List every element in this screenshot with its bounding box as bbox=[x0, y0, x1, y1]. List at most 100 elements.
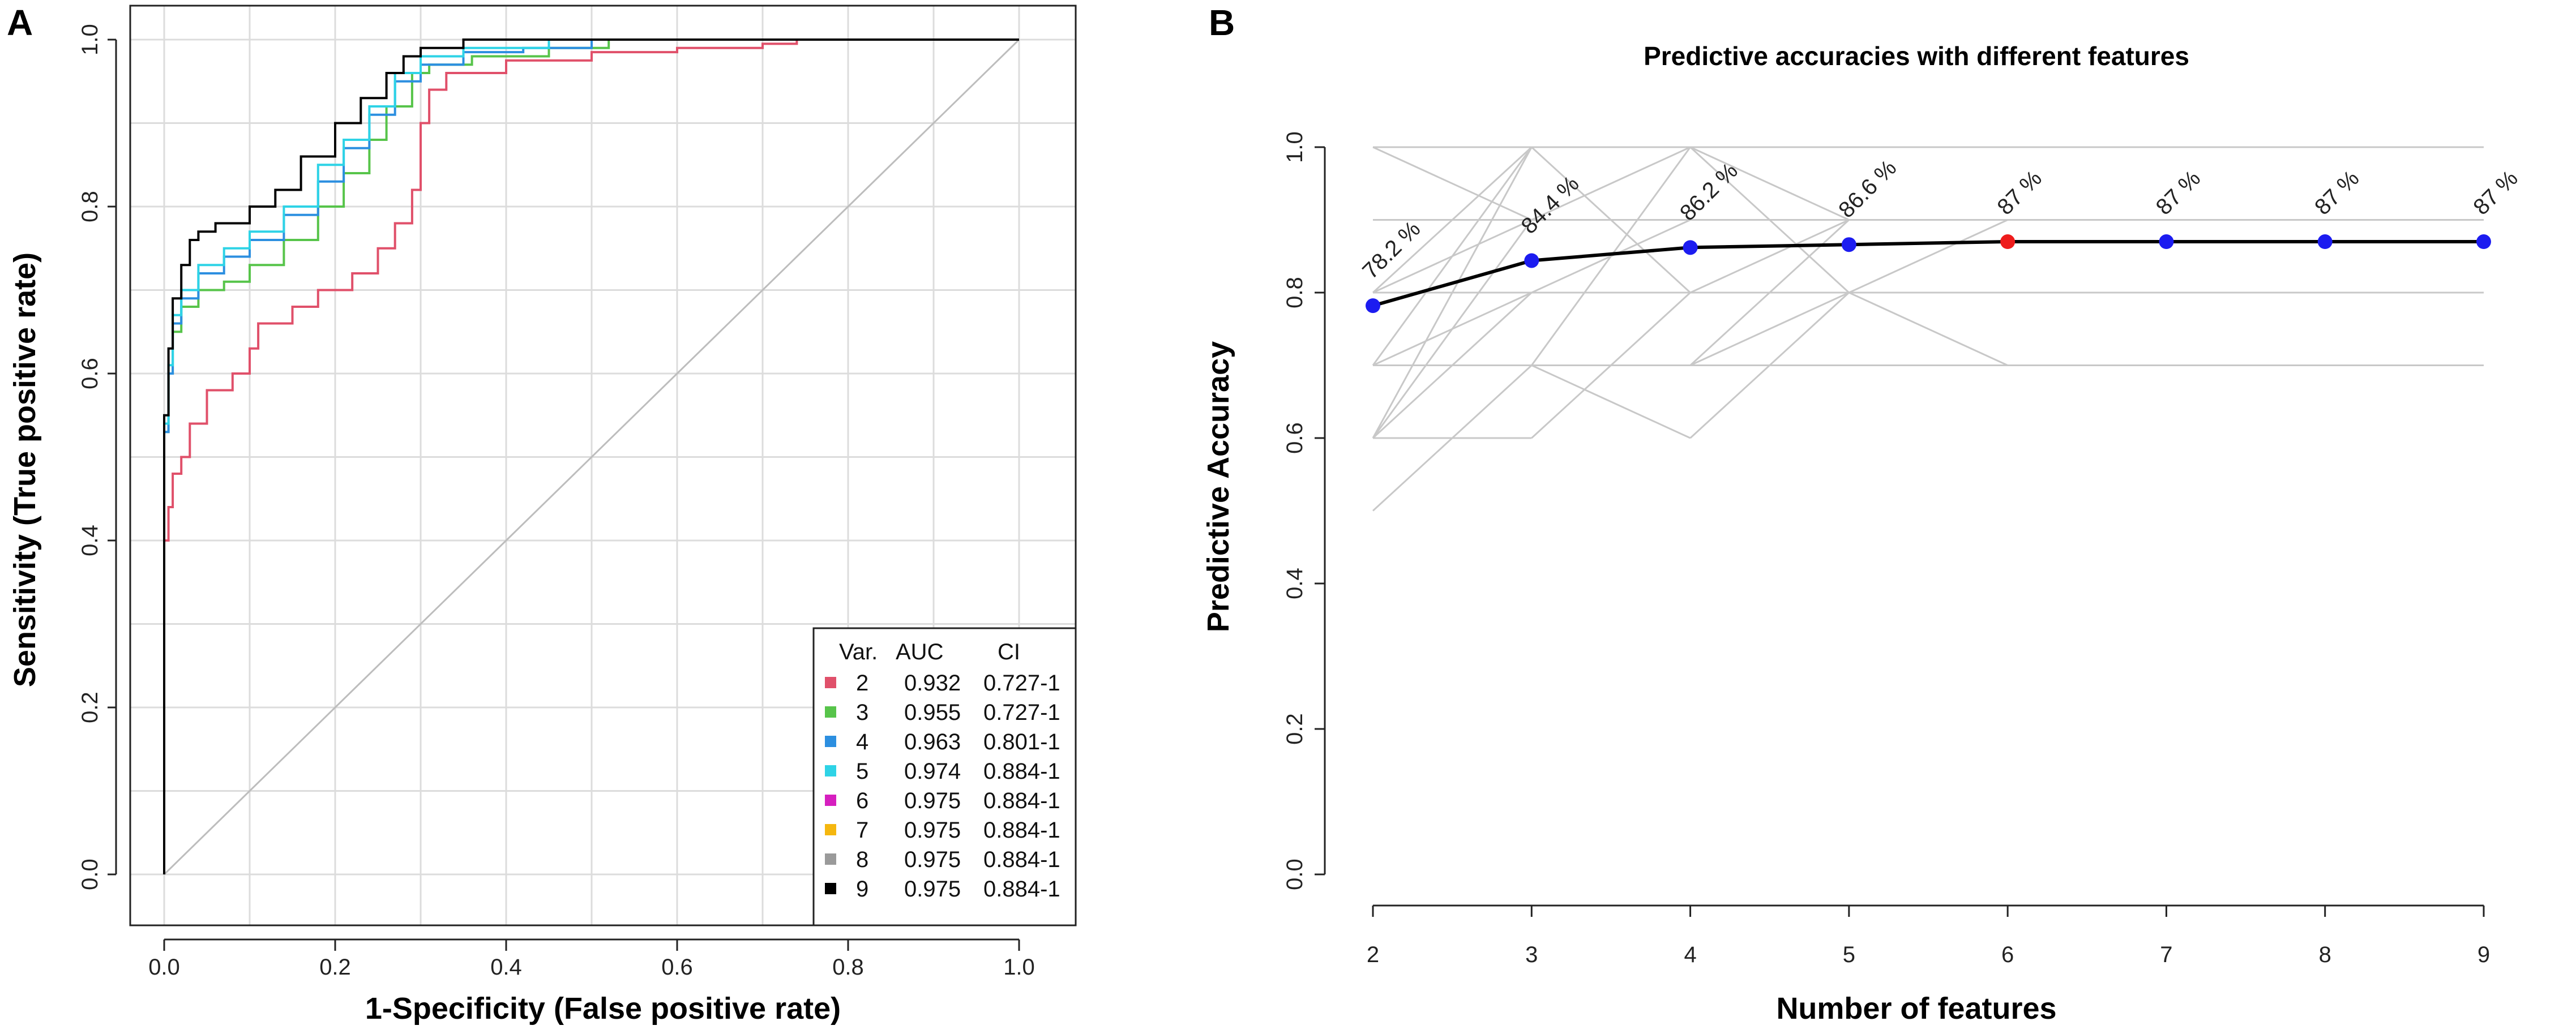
legend-ci: 0.727-1 bbox=[983, 671, 1060, 696]
background-line bbox=[1531, 219, 1691, 294]
panel-a-x-axis-title: 1-Specificity (False positive rate) bbox=[365, 992, 841, 1026]
x-tick-label: 5 bbox=[1843, 942, 1855, 967]
y-tick-label: 0.2 bbox=[78, 692, 102, 723]
x-tick-label: 9 bbox=[2477, 942, 2490, 967]
legend-auc: 0.974 bbox=[904, 759, 961, 784]
accuracy-point bbox=[1683, 240, 1698, 255]
panel-a-plot-frame bbox=[129, 5, 1077, 926]
x-tick-label: 1.0 bbox=[1003, 955, 1035, 980]
accuracy-point-label: 84.4 % bbox=[1517, 171, 1584, 239]
x-tick-label: 6 bbox=[2001, 942, 2014, 967]
panel-b-x-axis-title: Number of features bbox=[1776, 992, 2056, 1026]
legend-swatch-var-5 bbox=[825, 765, 836, 776]
panel-a-legend: Var. AUC CI 2 0.932 0.727-1 3 0.955 0.727-1 4 0.96… bbox=[812, 627, 1077, 926]
accuracy-line bbox=[1372, 240, 2484, 307]
legend-swatch-var-2 bbox=[825, 677, 836, 688]
accuracy-point bbox=[2000, 234, 2016, 250]
accuracy-point-label: 86.6 % bbox=[1834, 155, 1901, 222]
legend-ci: 0.727-1 bbox=[983, 700, 1060, 725]
accuracy-point-label: 87 % bbox=[2310, 166, 2364, 220]
legend-header-auc: AUC bbox=[896, 640, 943, 664]
legend-var: 6 bbox=[856, 788, 868, 813]
accuracy-point bbox=[1366, 298, 1380, 314]
accuracy-point bbox=[2476, 234, 2491, 250]
legend-ci: 0.884-1 bbox=[983, 818, 1060, 843]
x-tick-label: 0.6 bbox=[661, 955, 693, 980]
accuracy-point bbox=[2159, 234, 2174, 250]
legend-auc: 0.955 bbox=[904, 700, 961, 725]
panel-a-ticks: 0.0 0.2 0.4 0.6 0.8 1.0 0.0 0.2 0.4 0.6 0.8 1.0 bbox=[78, 24, 1035, 980]
legend-auc: 0.975 bbox=[904, 818, 961, 843]
y-tick-label: 0.4 bbox=[78, 525, 102, 556]
panel-b-y-axis-title: Predictive Accuracy bbox=[1201, 341, 1235, 632]
x-tick-label: 0.8 bbox=[832, 955, 864, 980]
legend-ci: 0.884-1 bbox=[983, 847, 1060, 872]
y-tick-label: 0.2 bbox=[1282, 713, 1307, 745]
legend-var: 3 bbox=[856, 700, 868, 725]
background-line bbox=[1531, 146, 1691, 221]
x-tick-label: 0.4 bbox=[490, 955, 522, 980]
panel-a-roc-curves bbox=[163, 38, 1019, 874]
accuracy-point bbox=[1841, 237, 1856, 252]
legend-swatch-var-4 bbox=[825, 736, 836, 747]
legend-var: 9 bbox=[856, 877, 868, 902]
x-tick-label: 7 bbox=[2160, 942, 2172, 967]
diagonal-reference-line bbox=[163, 38, 1020, 876]
background-line bbox=[1372, 219, 1532, 294]
background-line bbox=[1689, 291, 1850, 366]
legend-ci: 0.801-1 bbox=[983, 730, 1060, 754]
panel-a-y-axis-title: Sensitivity (True positive rate) bbox=[8, 252, 42, 687]
legend-ci: 0.884-1 bbox=[983, 759, 1060, 784]
background-line bbox=[1372, 291, 1532, 366]
legend-var: 4 bbox=[856, 730, 868, 754]
legend-var: 8 bbox=[856, 847, 868, 872]
legend-var: 2 bbox=[856, 671, 868, 696]
y-tick-label: 0.0 bbox=[78, 859, 102, 890]
legend-swatch-var-9 bbox=[825, 883, 836, 894]
background-line bbox=[1689, 219, 1850, 294]
x-tick-label: 4 bbox=[1684, 942, 1696, 967]
legend-auc: 0.975 bbox=[904, 877, 961, 902]
legend-swatch-var-8 bbox=[825, 853, 836, 865]
legend-header-var: Var. bbox=[839, 640, 878, 664]
y-tick-label: 0.4 bbox=[1282, 568, 1307, 599]
legend-auc: 0.932 bbox=[904, 671, 961, 696]
roc-curve-var-9 bbox=[163, 38, 1019, 874]
panel-b-letter: B bbox=[1209, 2, 1235, 43]
background-line bbox=[1689, 146, 1850, 221]
legend-auc: 0.975 bbox=[904, 788, 961, 813]
legend-header-ci: CI bbox=[998, 640, 1020, 664]
y-tick-label: 1.0 bbox=[78, 24, 102, 55]
y-tick-label: 1.0 bbox=[1282, 131, 1307, 163]
background-line bbox=[1372, 146, 1532, 221]
legend-var: 5 bbox=[856, 759, 868, 784]
legend-box bbox=[812, 627, 1077, 926]
panel-b-title: Predictive accuracies with different fea… bbox=[1644, 41, 2189, 71]
background-line bbox=[1848, 291, 2008, 366]
legend-swatch-var-3 bbox=[825, 706, 836, 718]
legend-ci: 0.884-1 bbox=[983, 877, 1060, 902]
roc-curve-var-2 bbox=[163, 38, 1019, 874]
background-line bbox=[1848, 219, 2008, 294]
accuracy-point bbox=[2317, 234, 2333, 250]
panel-b-ticks: 2 3 4 5 6 7 8 9 0.0 0.2 0.4 0.6 0.8 1.0 bbox=[1282, 131, 2490, 967]
accuracy-point-label: 87 % bbox=[1992, 166, 2047, 220]
legend-swatch-var-7 bbox=[825, 824, 836, 835]
accuracy-point-label: 87 % bbox=[2151, 166, 2206, 220]
legend-swatch-var-6 bbox=[825, 795, 836, 806]
background-line bbox=[1531, 364, 1691, 439]
y-tick-label: 0.8 bbox=[1282, 277, 1307, 308]
legend-ci: 0.884-1 bbox=[983, 788, 1060, 813]
accuracy-point bbox=[1524, 253, 1539, 268]
panel-a-letter: A bbox=[7, 2, 33, 43]
y-tick-label: 0.0 bbox=[1282, 859, 1307, 890]
x-tick-label: 0.2 bbox=[319, 955, 351, 980]
legend-auc: 0.975 bbox=[904, 847, 961, 872]
accuracy-point-label: 87 % bbox=[2468, 166, 2523, 220]
x-tick-label: 0.0 bbox=[148, 955, 180, 980]
accuracy-point-label: 86.2 % bbox=[1675, 158, 1743, 226]
x-tick-label: 3 bbox=[1525, 942, 1538, 967]
panel-b-series: 78.2 %84.4 % 86.2 % 86.6 % 87 % 87 % 87 % 87 % bbox=[1358, 155, 2523, 314]
y-tick-label: 0.6 bbox=[78, 358, 102, 389]
